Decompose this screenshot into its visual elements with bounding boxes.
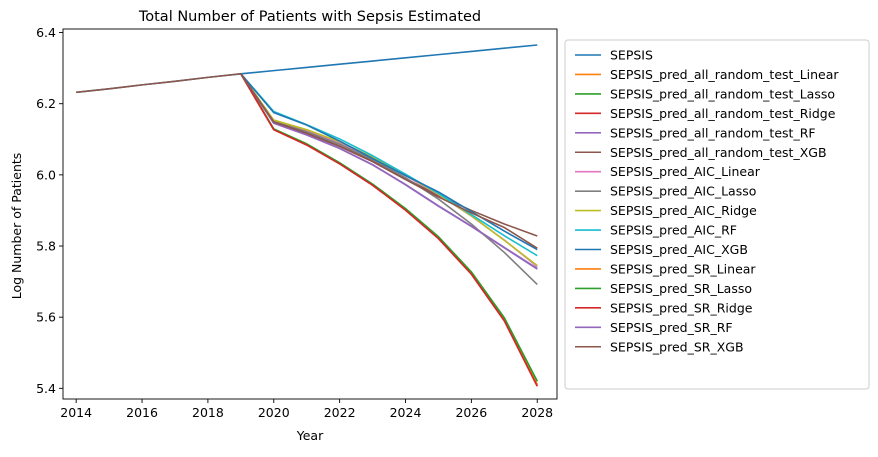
legend-label: SEPSIS_pred_AIC_RF [610, 223, 737, 238]
series-line-12 [240, 73, 538, 382]
x-tick-label: 2018 [192, 405, 224, 420]
legend-label: SEPSIS_pred_SR_Linear [610, 261, 756, 276]
y-tick-label: 5.6 [36, 310, 56, 325]
axes: 2014 2016 2018 2020 2022 2024 2026 2028 5.4 5.6 5.… [36, 25, 558, 420]
plot-area [76, 44, 538, 387]
series-line-15 [240, 73, 538, 249]
x-tick-label: 2026 [455, 405, 487, 420]
legend: SEPSIS SEPSIS_pred_all_random_test_Linear… [564, 39, 870, 390]
legend-label: SEPSIS_pred_all_random_test_Ridge [610, 106, 836, 121]
x-tick-label: 2020 [258, 405, 290, 420]
series-line-8 [240, 73, 538, 267]
legend-label: SEPSIS_pred_SR_Lasso [610, 281, 752, 296]
x-tick-label: 2014 [60, 405, 92, 420]
legend-label: SEPSIS_pred_AIC_Linear [610, 164, 761, 179]
y-axis-label: Log Number of Patients [9, 153, 24, 300]
series-line-13 [240, 73, 538, 387]
axes-frame [62, 28, 558, 400]
y-tick-label: 6.2 [36, 96, 56, 111]
series-line-5 [240, 73, 538, 237]
y-tick-label: 5.4 [36, 381, 56, 396]
legend-label: SEPSIS_pred_all_random_test_Linear [610, 67, 839, 82]
legend-label: SEPSIS_pred_SR_XGB [610, 339, 744, 354]
legend-label: SEPSIS [610, 48, 653, 63]
x-tick-label: 2016 [126, 405, 158, 420]
history-line [76, 73, 241, 94]
series-line-3 [240, 73, 538, 387]
chart-title: Total Number of Patients with Sepsis Est… [138, 9, 481, 25]
legend-label: SEPSIS_pred_AIC_Lasso [610, 184, 756, 199]
legend-label: SEPSIS_pred_all_random_test_RF [610, 125, 816, 140]
x-tick-label: 2024 [390, 405, 422, 420]
series-line-7 [240, 73, 538, 286]
x-tick-label: 2028 [521, 405, 553, 420]
y-tick-label: 6.4 [36, 25, 56, 40]
series-line-9 [240, 73, 538, 257]
y-tick-label: 6.0 [36, 167, 56, 182]
legend-box [564, 39, 870, 390]
x-tick-label: 2022 [324, 405, 356, 420]
legend-label: SEPSIS_pred_SR_Ridge [610, 300, 753, 315]
x-axis-label: Year [296, 428, 324, 443]
legend-label: SEPSIS_pred_all_random_test_Lasso [610, 86, 835, 101]
legend-label: SEPSIS_pred_AIC_Ridge [610, 203, 757, 218]
legend-label: SEPSIS_pred_all_random_test_XGB [610, 145, 827, 160]
legend-label: SEPSIS_pred_AIC_XGB [610, 242, 748, 257]
y-tick-label: 5.8 [36, 239, 56, 254]
series-line-10 [240, 73, 538, 251]
series-line-14 [240, 73, 538, 270]
legend-label: SEPSIS_pred_SR_RF [610, 320, 733, 335]
